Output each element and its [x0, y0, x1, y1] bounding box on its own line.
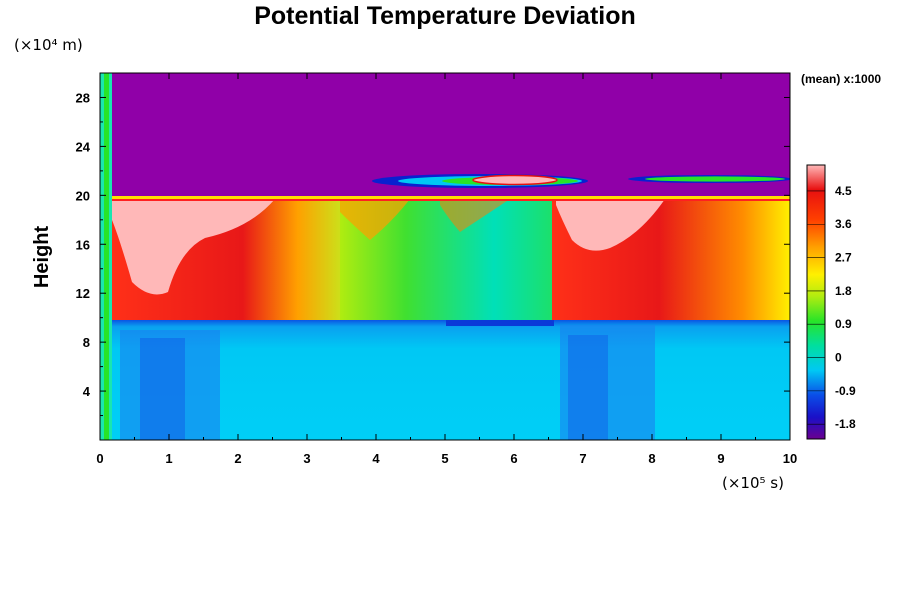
x-tick-label: 7 [579, 451, 586, 466]
y-tick-label: 24 [76, 139, 91, 154]
y-tick-label: 16 [76, 237, 90, 252]
inversion-band-red [112, 199, 790, 201]
mid-dip-2 [440, 199, 510, 232]
chart-title: Potential Temperature Deviation [254, 2, 636, 30]
colorbar-ticks: 4.5 3.6 2.7 1.8 0.9 0 -0.9 -1.8 [807, 184, 856, 431]
x-tick-label: 9 [717, 451, 724, 466]
x-axis-unit: (×10⁵ s) [722, 474, 784, 492]
y-tick-label: 12 [76, 286, 90, 301]
x-axis-ticks: 0 1 2 3 4 5 6 7 8 9 10 [96, 73, 797, 466]
colorbar-tick-label: 0 [835, 351, 842, 365]
colorbar-tick-label: 0.9 [835, 317, 852, 331]
colorbar [806, 164, 826, 440]
x-tick-label: 5 [441, 451, 448, 466]
y-tick-label: 28 [76, 90, 90, 105]
warm-peak-1 [112, 199, 275, 295]
y-tick-label: 20 [76, 188, 90, 203]
y-axis-ticks: 4 8 12 16 20 24 28 [76, 90, 790, 417]
y-tick-label: 4 [83, 384, 91, 399]
y-axis-unit: (×10⁴ m) [14, 36, 83, 54]
y-axis-label: Height [31, 226, 53, 289]
x-tick-label: 1 [165, 451, 172, 466]
y-tick-label: 8 [83, 335, 90, 350]
x-tick-label: 10 [783, 451, 797, 466]
colorbar-tick-label: 3.6 [835, 217, 852, 231]
x-tick-label: 4 [372, 451, 380, 466]
colorbar-tick-label: -0.9 [835, 384, 856, 398]
x-tick-label: 0 [96, 451, 103, 466]
colorbar-tick-label: -1.8 [835, 417, 856, 431]
upper-feature-right-inner [645, 176, 785, 182]
x-tick-label: 2 [234, 451, 241, 466]
upper-feature-core [472, 174, 558, 186]
contour-plot-area [100, 73, 790, 440]
colorbar-tick-label: 1.8 [835, 284, 852, 298]
colorbar-tick-label: 4.5 [835, 184, 852, 198]
region-inversion-band [112, 196, 790, 200]
left-boundary-strip-inner [104, 73, 109, 440]
surface-cool-streak-2 [140, 338, 185, 440]
surface-cool-streak-4 [568, 335, 608, 440]
colorbar-tick-label: 2.7 [835, 251, 852, 265]
warm-peak-2 [556, 199, 665, 251]
x-tick-label: 8 [648, 451, 655, 466]
colorbar-note: (mean) x:1000 [801, 72, 881, 86]
x-tick-label: 6 [510, 451, 517, 466]
x-tick-label: 3 [303, 451, 310, 466]
mid-dip-1 [340, 199, 410, 240]
